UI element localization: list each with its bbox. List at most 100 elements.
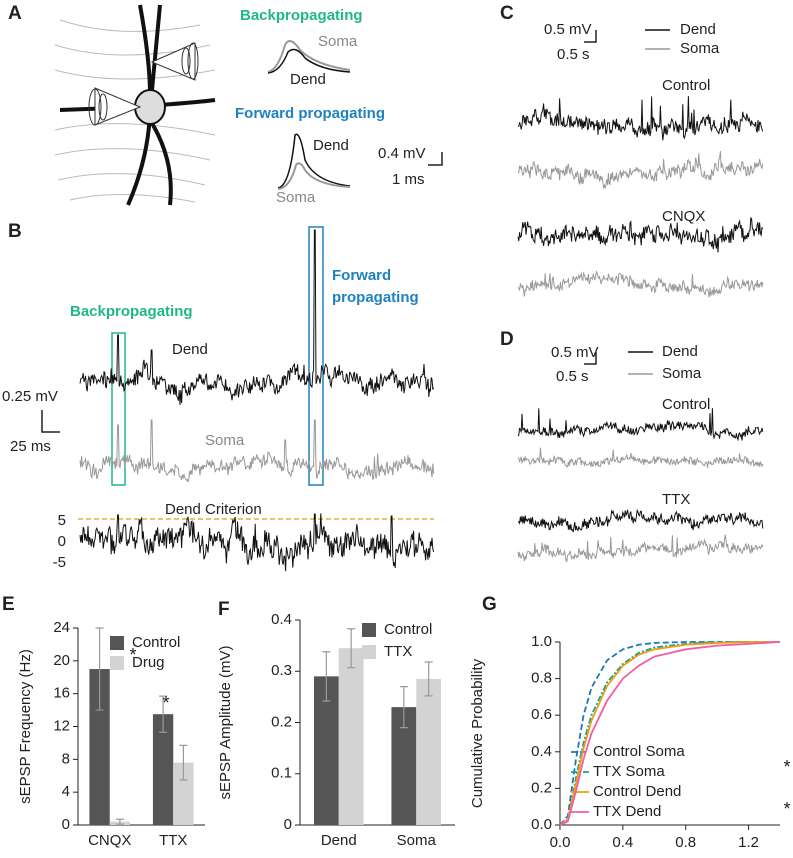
y-tick-label: 0 — [284, 816, 292, 833]
bar — [416, 678, 442, 825]
trace — [517, 408, 764, 442]
legend-label: Soma — [662, 365, 702, 382]
error-bar — [95, 627, 104, 711]
y-tick-label: 16 — [53, 685, 70, 702]
trace — [517, 534, 764, 563]
error-bar — [399, 686, 408, 729]
legend-label: Control Dend — [593, 783, 681, 800]
x-tick-label: 0.4 — [612, 834, 633, 851]
y-tick-label: 12 — [53, 717, 70, 734]
y-tick-label: 0.1 — [271, 765, 292, 782]
panel-letter: F — [218, 599, 230, 620]
condition-label: Control — [662, 77, 710, 94]
legend-label: Control — [132, 634, 180, 651]
error-bar — [424, 661, 433, 697]
error-bar — [179, 744, 188, 781]
cdf-line — [559, 641, 781, 826]
label: Soma — [205, 432, 245, 449]
error-bar — [159, 695, 168, 733]
scale-label: 25 ms — [10, 438, 51, 455]
label: propagating — [332, 289, 419, 306]
y-tick-label: 0 — [62, 816, 70, 833]
label: Forward — [332, 267, 391, 284]
y-tick-label: 0.3 — [271, 662, 292, 679]
x-tick-label: 0.0 — [550, 834, 571, 851]
label: Forward propagating — [235, 105, 385, 122]
scale-label: 0.5 mV — [551, 344, 599, 361]
bar — [89, 669, 110, 825]
condition-label: Control — [662, 396, 710, 413]
significance-star: * — [783, 757, 790, 777]
highlight-box — [111, 332, 126, 486]
significance-star: * — [162, 693, 169, 713]
panel-letter: D — [500, 329, 514, 350]
y-tick-label: -5 — [53, 554, 66, 571]
condition-label: TTX — [662, 491, 690, 508]
trace — [79, 229, 435, 406]
y-axis-label: sEPSP Frequency (Hz) — [17, 649, 34, 804]
legend-swatch — [362, 645, 376, 659]
y-tick-label: 0.2 — [271, 713, 292, 730]
bar — [152, 714, 174, 825]
y-axis-label: sEPSP Amplitude (mV) — [217, 646, 234, 800]
bar — [173, 762, 194, 825]
label: Soma — [276, 189, 316, 206]
scale-label: 0.25 mV — [2, 388, 58, 405]
panel-letter: E — [2, 594, 15, 615]
scale-label: 1 ms — [392, 171, 425, 188]
significance-star: * — [129, 645, 136, 665]
trace — [517, 96, 764, 141]
label: Dend — [313, 137, 349, 154]
legend-swatch — [362, 623, 376, 637]
y-axis-label: Cumulative Probability — [469, 658, 486, 808]
legend-label: Drug — [132, 654, 165, 671]
trace — [517, 217, 764, 253]
legend-label: TTX Soma — [593, 763, 665, 780]
panel-letter: B — [8, 221, 22, 242]
legend-swatch — [110, 656, 124, 670]
trace — [517, 447, 764, 469]
error-bar — [322, 651, 331, 702]
scale-label: 0.5 mV — [544, 21, 592, 38]
cdf-line — [559, 641, 780, 826]
y-tick-label: 0.0 — [531, 816, 552, 833]
x-tick-label: CNQX — [88, 832, 131, 849]
legend-label: Dend — [680, 21, 716, 38]
y-tick-label: 0.6 — [531, 706, 552, 723]
legend-label: Dend — [662, 343, 698, 360]
condition-label: CNQX — [662, 208, 705, 225]
scale-label: 0.5 s — [557, 46, 590, 63]
y-tick-label: 0 — [58, 533, 66, 550]
trace — [517, 508, 764, 533]
scale-label: 0.4 mV — [378, 145, 426, 162]
label: Backpropagating — [240, 7, 363, 24]
error-bar — [347, 628, 356, 669]
trace — [517, 270, 764, 298]
cdf-line — [559, 641, 780, 826]
x-tick-label: TTX — [159, 832, 187, 849]
legend-label: TTX — [384, 643, 412, 660]
legend-label: Control — [384, 621, 432, 638]
y-tick-label: 24 — [53, 619, 70, 636]
x-tick-label: 1.2 — [738, 834, 759, 851]
bar — [338, 648, 364, 825]
panel-letter: A — [8, 3, 22, 24]
trace — [79, 513, 435, 572]
y-tick-label: 20 — [53, 652, 70, 669]
label: Soma — [318, 33, 358, 50]
legend-label: TTX Dend — [593, 803, 661, 820]
x-tick-label: 0.8 — [675, 834, 696, 851]
trace — [79, 419, 435, 483]
panel-letter: C — [500, 3, 514, 24]
y-tick-label: 4 — [62, 783, 70, 800]
label: Backpropagating — [70, 303, 193, 320]
significance-star: * — [783, 799, 790, 819]
legend-label: Control Soma — [593, 743, 685, 760]
legend-swatch — [110, 636, 124, 650]
legend-label: Soma — [680, 40, 720, 57]
error-bar — [115, 818, 124, 825]
y-tick-label: 0.4 — [531, 743, 552, 760]
neuron-schematic — [54, 4, 351, 206]
y-tick-label: 0.8 — [531, 670, 552, 687]
